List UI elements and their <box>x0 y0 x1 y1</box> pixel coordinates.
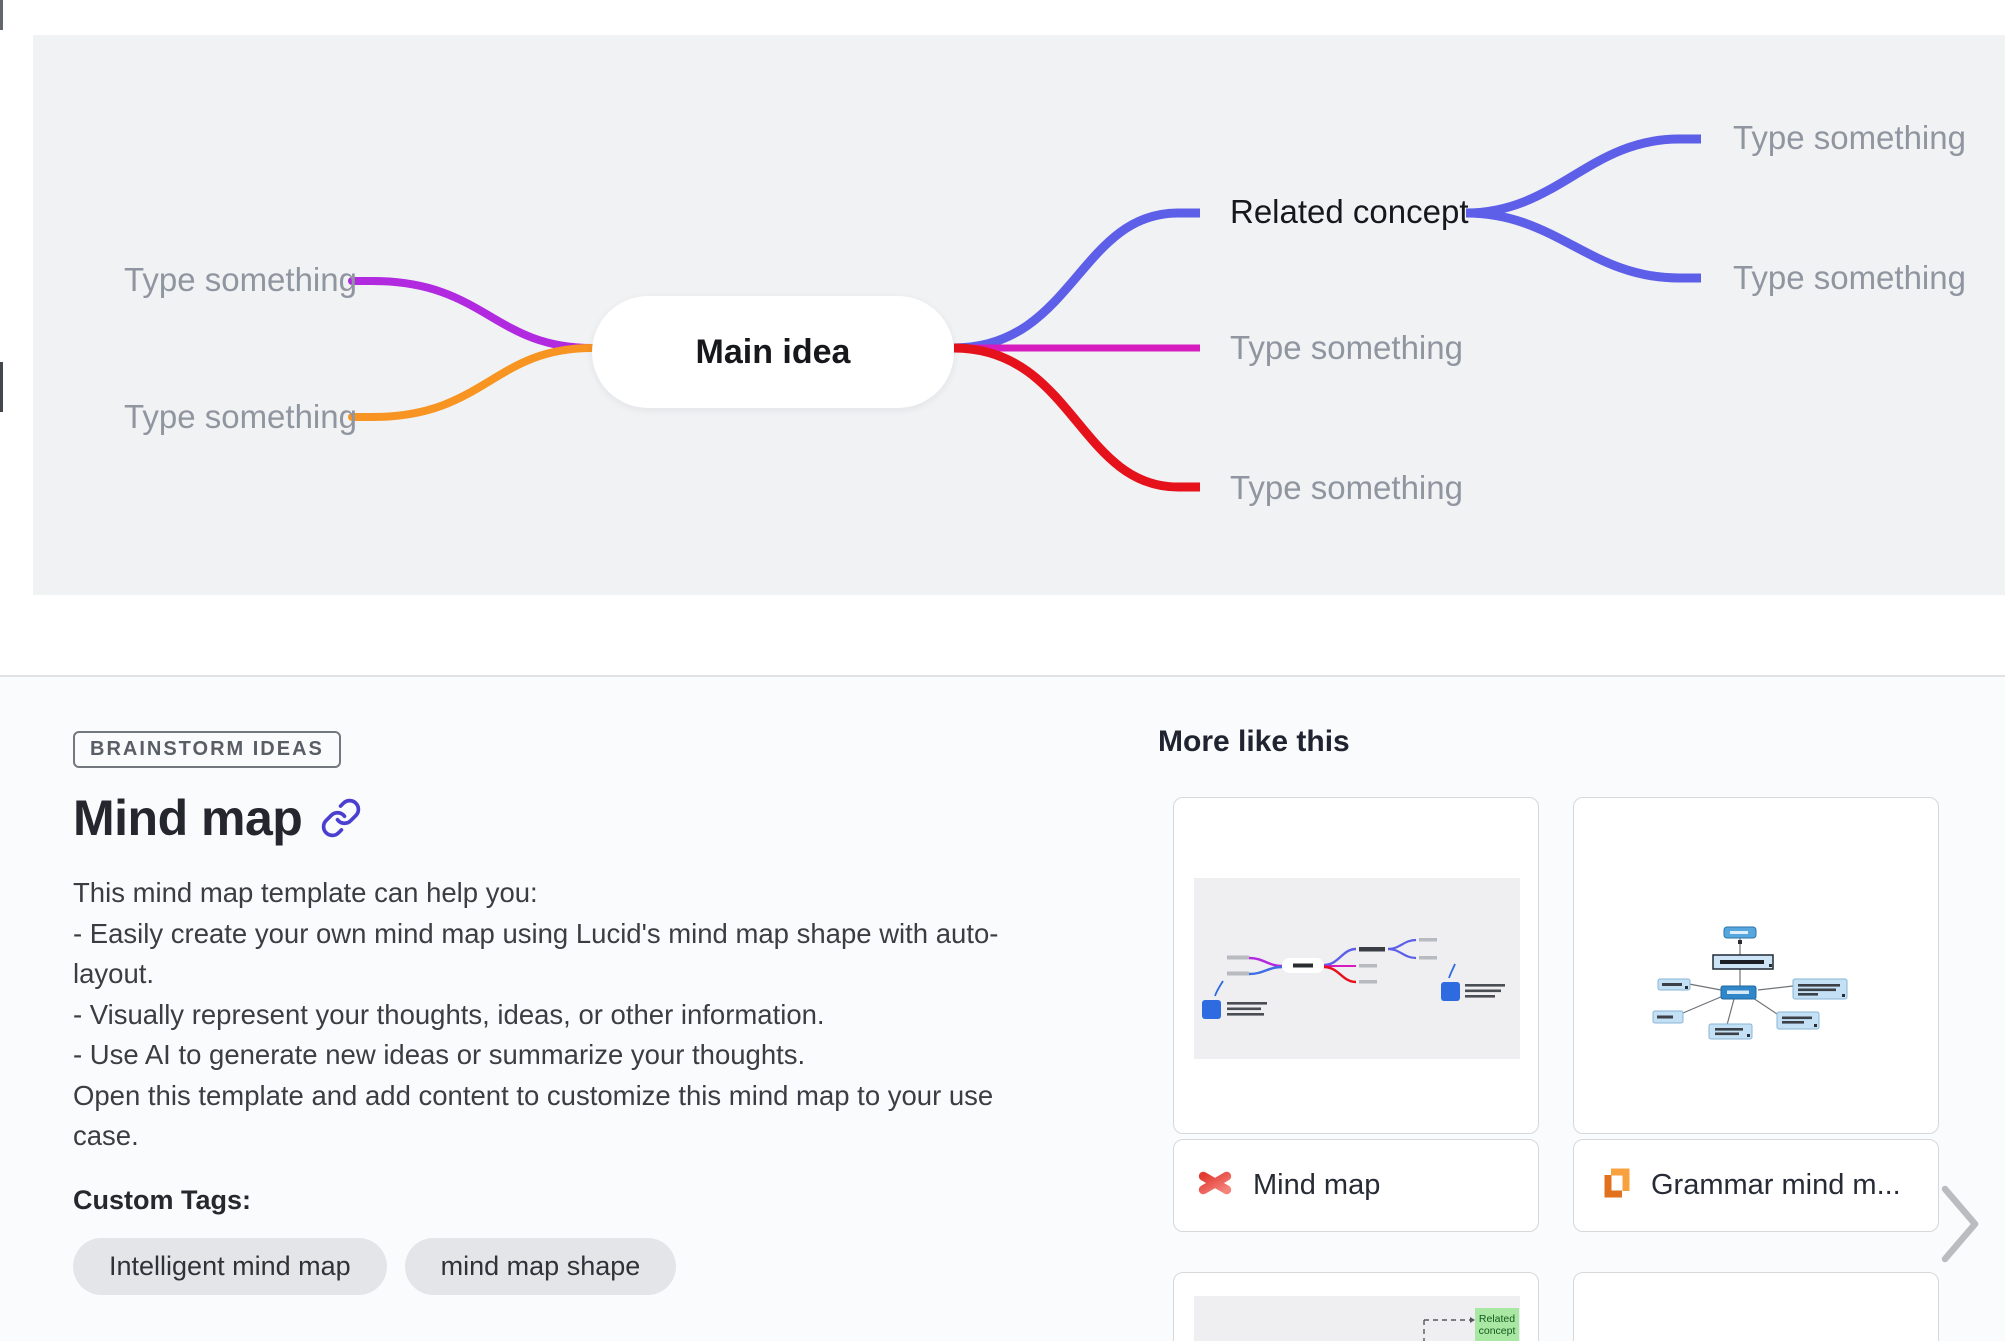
mindmap-branches <box>348 134 1701 492</box>
template-card-partial[interactable]: Related concept <box>1173 1272 1539 1341</box>
category-badge: BRAINSTORM IDEAS <box>73 731 341 768</box>
template-card-footer[interactable]: Mind map <box>1173 1139 1539 1232</box>
mindmap-related-node: Related concept <box>1230 193 1469 230</box>
custom-tags-row: Intelligent mind map mind map shape <box>73 1238 677 1295</box>
mindmap-placeholder-node: Type something <box>124 398 357 435</box>
template-card-label: Grammar mind m... <box>1651 1169 1901 1201</box>
template-thumbnail: Related concept <box>1173 1272 1539 1341</box>
template-description: This mind map template can help you: - E… <box>73 877 999 1151</box>
title-row: Mind map <box>73 789 362 847</box>
thumbnail-image: Related concept <box>1194 1296 1520 1341</box>
thumbnail-image <box>1194 878 1520 1059</box>
template-card-grammar-mind-map[interactable]: Grammar mind m... <box>1573 797 1939 1232</box>
mindmap-placeholder-node: Type something <box>1230 469 1463 506</box>
window-edge-sliver <box>0 362 3 412</box>
mindmap-placeholder-node: Type something <box>1733 259 1966 296</box>
tag-pill[interactable]: Intelligent mind map <box>73 1238 387 1295</box>
red-asterisk-icon <box>1197 1165 1233 1206</box>
mini-sticky-note: Related concept <box>1475 1308 1519 1341</box>
chevron-right-icon[interactable] <box>1941 1183 1981 1270</box>
template-thumbnail <box>1573 1272 1939 1341</box>
tag-pill[interactable]: mind map shape <box>404 1238 677 1295</box>
custom-tags-heading: Custom Tags: <box>73 1185 252 1215</box>
mindmap-placeholder-node: Type something <box>1733 119 1966 156</box>
template-card-label: Mind map <box>1253 1169 1381 1201</box>
template-card-mind-map[interactable]: Mind map <box>1173 797 1539 1232</box>
template-thumbnail <box>1573 797 1939 1134</box>
template-details-section: BRAINSTORM IDEAS Mind map This mind map … <box>0 677 2005 1341</box>
mindmap-main-node: Main idea <box>592 296 954 408</box>
template-preview-canvas: Type something Type something Related co… <box>33 35 2005 595</box>
mindmap-placeholder-node: Type something <box>1230 329 1463 366</box>
template-thumbnail <box>1173 797 1539 1134</box>
window-edge-sliver <box>0 0 3 30</box>
template-card-footer[interactable]: Grammar mind m... <box>1573 1139 1939 1232</box>
lucidchart-logo-icon <box>1597 1166 1631 1205</box>
link-icon[interactable] <box>320 797 362 844</box>
section-divider <box>0 675 2005 677</box>
more-like-this-heading: More like this <box>1158 725 1350 758</box>
template-card-partial[interactable] <box>1573 1272 1939 1341</box>
page-title: Mind map <box>73 790 303 846</box>
mindmap-placeholder-node: Type something <box>124 261 357 298</box>
